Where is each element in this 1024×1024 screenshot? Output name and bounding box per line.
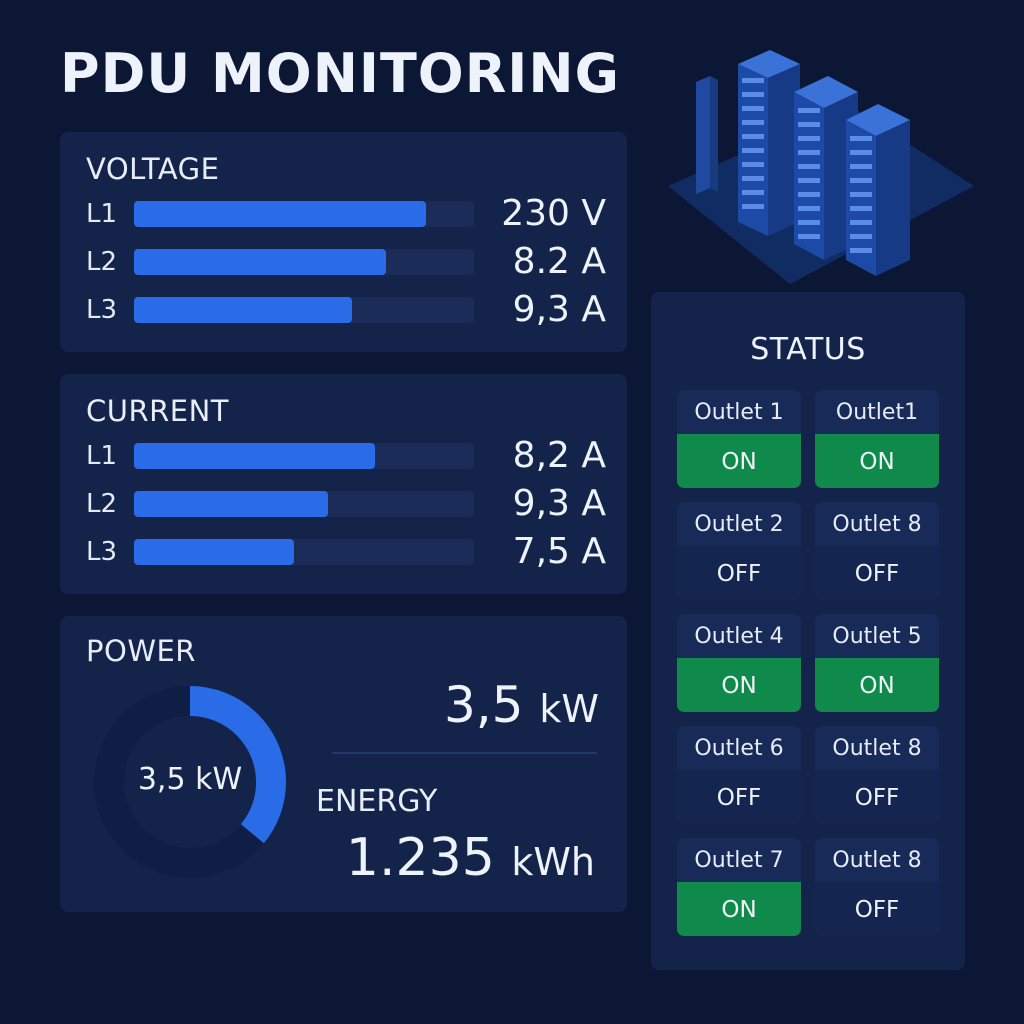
meter-track xyxy=(134,443,474,469)
meter-track xyxy=(134,297,474,323)
outlet-toggle-10[interactable]: Outlet 8 OFF xyxy=(815,838,939,936)
outlet-name: Outlet 4 xyxy=(677,614,801,658)
outlet-toggle-6[interactable]: Outlet 5 ON xyxy=(815,614,939,712)
outlet-state: ON xyxy=(677,882,801,936)
current-panel: CURRENT L1 8,2 A L2 9,3 A L3 7,5 A xyxy=(60,374,627,594)
meter-fill xyxy=(134,491,328,517)
power-unit: kW xyxy=(539,687,599,731)
energy-number: 1.235 xyxy=(345,828,495,888)
outlet-name: Outlet 8 xyxy=(815,726,939,770)
outlet-toggle-5[interactable]: Outlet 4 ON xyxy=(677,614,801,712)
current-row-l1: L1 8,2 A xyxy=(86,436,606,476)
power-value: 3,5 kW xyxy=(444,676,599,734)
meter-fill xyxy=(134,249,386,275)
outlet-state: OFF xyxy=(677,546,801,600)
outlet-name: Outlet1 xyxy=(815,390,939,434)
outlet-toggle-4[interactable]: Outlet 8 OFF xyxy=(815,502,939,600)
outlet-state: OFF xyxy=(815,770,939,824)
meter-fill xyxy=(134,539,294,565)
meter-value: 8,2 A xyxy=(512,435,606,476)
outlet-state: ON xyxy=(815,658,939,712)
meter-label: L2 xyxy=(86,489,118,519)
outlet-name: Outlet 7 xyxy=(677,838,801,882)
outlet-name: Outlet 2 xyxy=(677,502,801,546)
power-title: POWER xyxy=(86,634,196,668)
outlet-name: Outlet 6 xyxy=(677,726,801,770)
meter-value: 7,5 A xyxy=(512,531,606,572)
meter-value: 9,3 A xyxy=(512,483,606,524)
status-panel: STATUS Outlet 1 ON Outlet1 ON Outlet 2 OFF Out… xyxy=(651,292,965,970)
outlet-toggle-9[interactable]: Outlet 7 ON xyxy=(677,838,801,936)
energy-title: ENERGY xyxy=(316,784,438,819)
meter-track xyxy=(134,249,474,275)
meter-track xyxy=(134,201,474,227)
power-panel: POWER 3,5 kW 3,5 kW ENERGY 1.235 kWh xyxy=(60,616,627,912)
voltage-row-l3: L3 9,3 A xyxy=(86,290,606,330)
meter-value: 230 V xyxy=(501,193,606,234)
page-title: PDU MONITORING xyxy=(60,42,620,105)
outlet-toggle-1[interactable]: Outlet 1 ON xyxy=(677,390,801,488)
meter-value: 9,3 A xyxy=(512,289,606,330)
outlet-toggle-7[interactable]: Outlet 6 OFF xyxy=(677,726,801,824)
server-rack-icon xyxy=(668,50,974,284)
outlet-state: OFF xyxy=(815,546,939,600)
meter-track xyxy=(134,539,474,565)
outlet-name: Outlet 5 xyxy=(815,614,939,658)
power-number: 3,5 xyxy=(443,676,524,734)
meter-fill xyxy=(134,297,352,323)
meter-label: L3 xyxy=(86,295,118,325)
power-gauge xyxy=(94,686,286,878)
voltage-title: VOLTAGE xyxy=(86,152,220,186)
meter-value: 8.2 A xyxy=(512,241,606,282)
meter-label: L3 xyxy=(86,537,118,567)
current-title: CURRENT xyxy=(86,394,230,428)
outlet-toggle-2[interactable]: Outlet1 ON xyxy=(815,390,939,488)
voltage-row-l1: L1 230 V xyxy=(86,194,606,234)
energy-value: 1.235 kWh xyxy=(346,828,595,888)
outlet-toggle-3[interactable]: Outlet 2 OFF xyxy=(677,502,801,600)
outlet-state: ON xyxy=(677,658,801,712)
meter-track xyxy=(134,491,474,517)
gauge-value: 3,5 kW xyxy=(137,762,243,797)
outlet-state: ON xyxy=(677,434,801,488)
meter-fill xyxy=(134,201,427,227)
outlet-name: Outlet 1 xyxy=(677,390,801,434)
meter-fill xyxy=(134,443,376,469)
current-row-l3: L3 7,5 A xyxy=(86,532,606,572)
outlet-state: OFF xyxy=(815,882,939,936)
voltage-row-l2: L2 8.2 A xyxy=(86,242,606,282)
divider xyxy=(332,752,597,754)
meter-label: L1 xyxy=(86,199,118,229)
outlet-state: OFF xyxy=(677,770,801,824)
voltage-panel: VOLTAGE L1 230 V L2 8.2 A L3 9,3 A xyxy=(60,132,627,352)
status-title: STATUS xyxy=(750,332,866,367)
energy-unit: kWh xyxy=(511,840,595,884)
meter-label: L1 xyxy=(86,441,118,471)
outlet-toggle-8[interactable]: Outlet 8 OFF xyxy=(815,726,939,824)
outlet-name: Outlet 8 xyxy=(815,502,939,546)
current-row-l2: L2 9,3 A xyxy=(86,484,606,524)
outlet-state: ON xyxy=(815,434,939,488)
gauge-arc xyxy=(94,686,286,878)
outlet-name: Outlet 8 xyxy=(815,838,939,882)
meter-label: L2 xyxy=(86,247,118,277)
